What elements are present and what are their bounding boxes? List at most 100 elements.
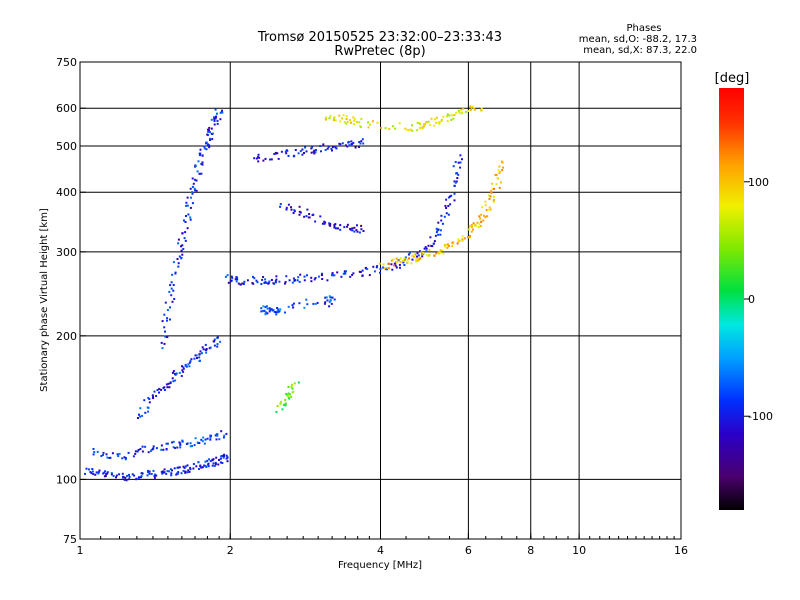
echo-point	[305, 150, 308, 153]
echo-point	[151, 448, 154, 451]
echo-point	[296, 279, 299, 282]
echo-point	[359, 142, 362, 145]
echo-point	[194, 437, 197, 440]
echo-point	[208, 146, 211, 149]
echo-point	[485, 209, 488, 211]
echo-point	[483, 214, 486, 217]
echo-point	[161, 470, 164, 473]
echo-point	[153, 476, 156, 479]
echo-point	[127, 451, 130, 454]
echo-point	[184, 471, 187, 474]
echo-point	[196, 441, 199, 444]
echo-point	[270, 279, 273, 281]
echo-point	[216, 345, 219, 348]
echo-point	[480, 108, 483, 111]
echo-point	[318, 275, 320, 278]
echo-point	[165, 335, 168, 338]
echo-point	[161, 347, 164, 350]
echo-point	[212, 458, 215, 461]
echo-point	[291, 304, 294, 307]
echo-point	[206, 437, 209, 440]
echo-point	[368, 274, 371, 277]
echo-point	[211, 464, 214, 467]
echo-point	[201, 163, 204, 166]
echo-point	[152, 397, 155, 400]
echo-point	[407, 129, 410, 132]
echo-point	[288, 393, 291, 396]
echo-point	[343, 272, 346, 275]
echo-point	[163, 386, 166, 389]
echo-point	[171, 469, 173, 472]
y-tick-label: 100	[56, 473, 77, 486]
echo-point	[273, 282, 276, 285]
echo-point	[151, 394, 154, 397]
echo-point	[306, 303, 309, 306]
echo-point	[494, 174, 497, 176]
echo-point	[306, 274, 308, 277]
echo-point	[166, 386, 169, 389]
echo-point	[199, 148, 202, 151]
echo-point	[279, 402, 282, 405]
echo-point	[170, 472, 173, 475]
echo-point	[106, 471, 109, 474]
echo-point	[257, 156, 259, 159]
echo-point	[419, 257, 422, 260]
echo-point	[314, 220, 317, 223]
echo-point	[182, 370, 185, 373]
echo-point	[356, 121, 358, 123]
echo-point	[330, 147, 333, 150]
echo-point	[362, 142, 365, 145]
echo-point	[175, 372, 178, 375]
echo-point	[189, 216, 192, 219]
echo-point	[206, 459, 209, 462]
echo-point	[333, 225, 336, 228]
echo-point	[427, 120, 430, 123]
echo-point	[286, 394, 289, 397]
echo-point	[459, 154, 462, 157]
echo-point	[463, 237, 466, 240]
echo-point	[146, 474, 149, 477]
echo-point	[189, 206, 192, 209]
echo-point	[452, 165, 455, 168]
echo-point	[403, 257, 406, 260]
x-tick-label: 10	[572, 544, 586, 557]
echo-point	[428, 254, 431, 257]
echo-point	[382, 266, 384, 269]
echo-point	[200, 438, 203, 441]
echo-point	[184, 221, 187, 223]
echo-point	[271, 309, 274, 312]
echo-point	[196, 170, 199, 173]
echo-point	[160, 470, 163, 473]
echo-point	[177, 242, 180, 245]
echo-point	[297, 276, 300, 279]
echo-point	[203, 145, 206, 148]
x-tick-label: 4	[377, 544, 384, 557]
echo-point	[423, 123, 426, 125]
echo-point	[411, 129, 414, 132]
echo-point	[477, 226, 480, 229]
echo-point	[106, 456, 109, 459]
echo-point	[171, 273, 174, 276]
echo-point	[122, 475, 124, 478]
echo-point	[293, 209, 296, 212]
echo-point	[148, 472, 151, 475]
colorbar-tick-label: -100	[748, 410, 773, 423]
echo-point	[174, 373, 177, 376]
echo-point	[194, 178, 196, 181]
echo-point	[378, 262, 381, 265]
echo-point	[320, 274, 323, 277]
echo-point	[155, 447, 158, 450]
echo-point	[479, 217, 482, 220]
echo-point	[450, 118, 453, 121]
echo-point	[106, 472, 109, 475]
echo-point	[166, 317, 169, 320]
echo-point	[169, 306, 171, 309]
echo-point	[158, 391, 160, 394]
echo-point	[310, 276, 313, 279]
echo-point	[189, 218, 192, 221]
echo-point	[430, 117, 433, 120]
echo-point	[182, 366, 185, 369]
echo-point	[103, 471, 106, 474]
echo-point	[404, 127, 407, 130]
echo-point	[291, 281, 294, 284]
